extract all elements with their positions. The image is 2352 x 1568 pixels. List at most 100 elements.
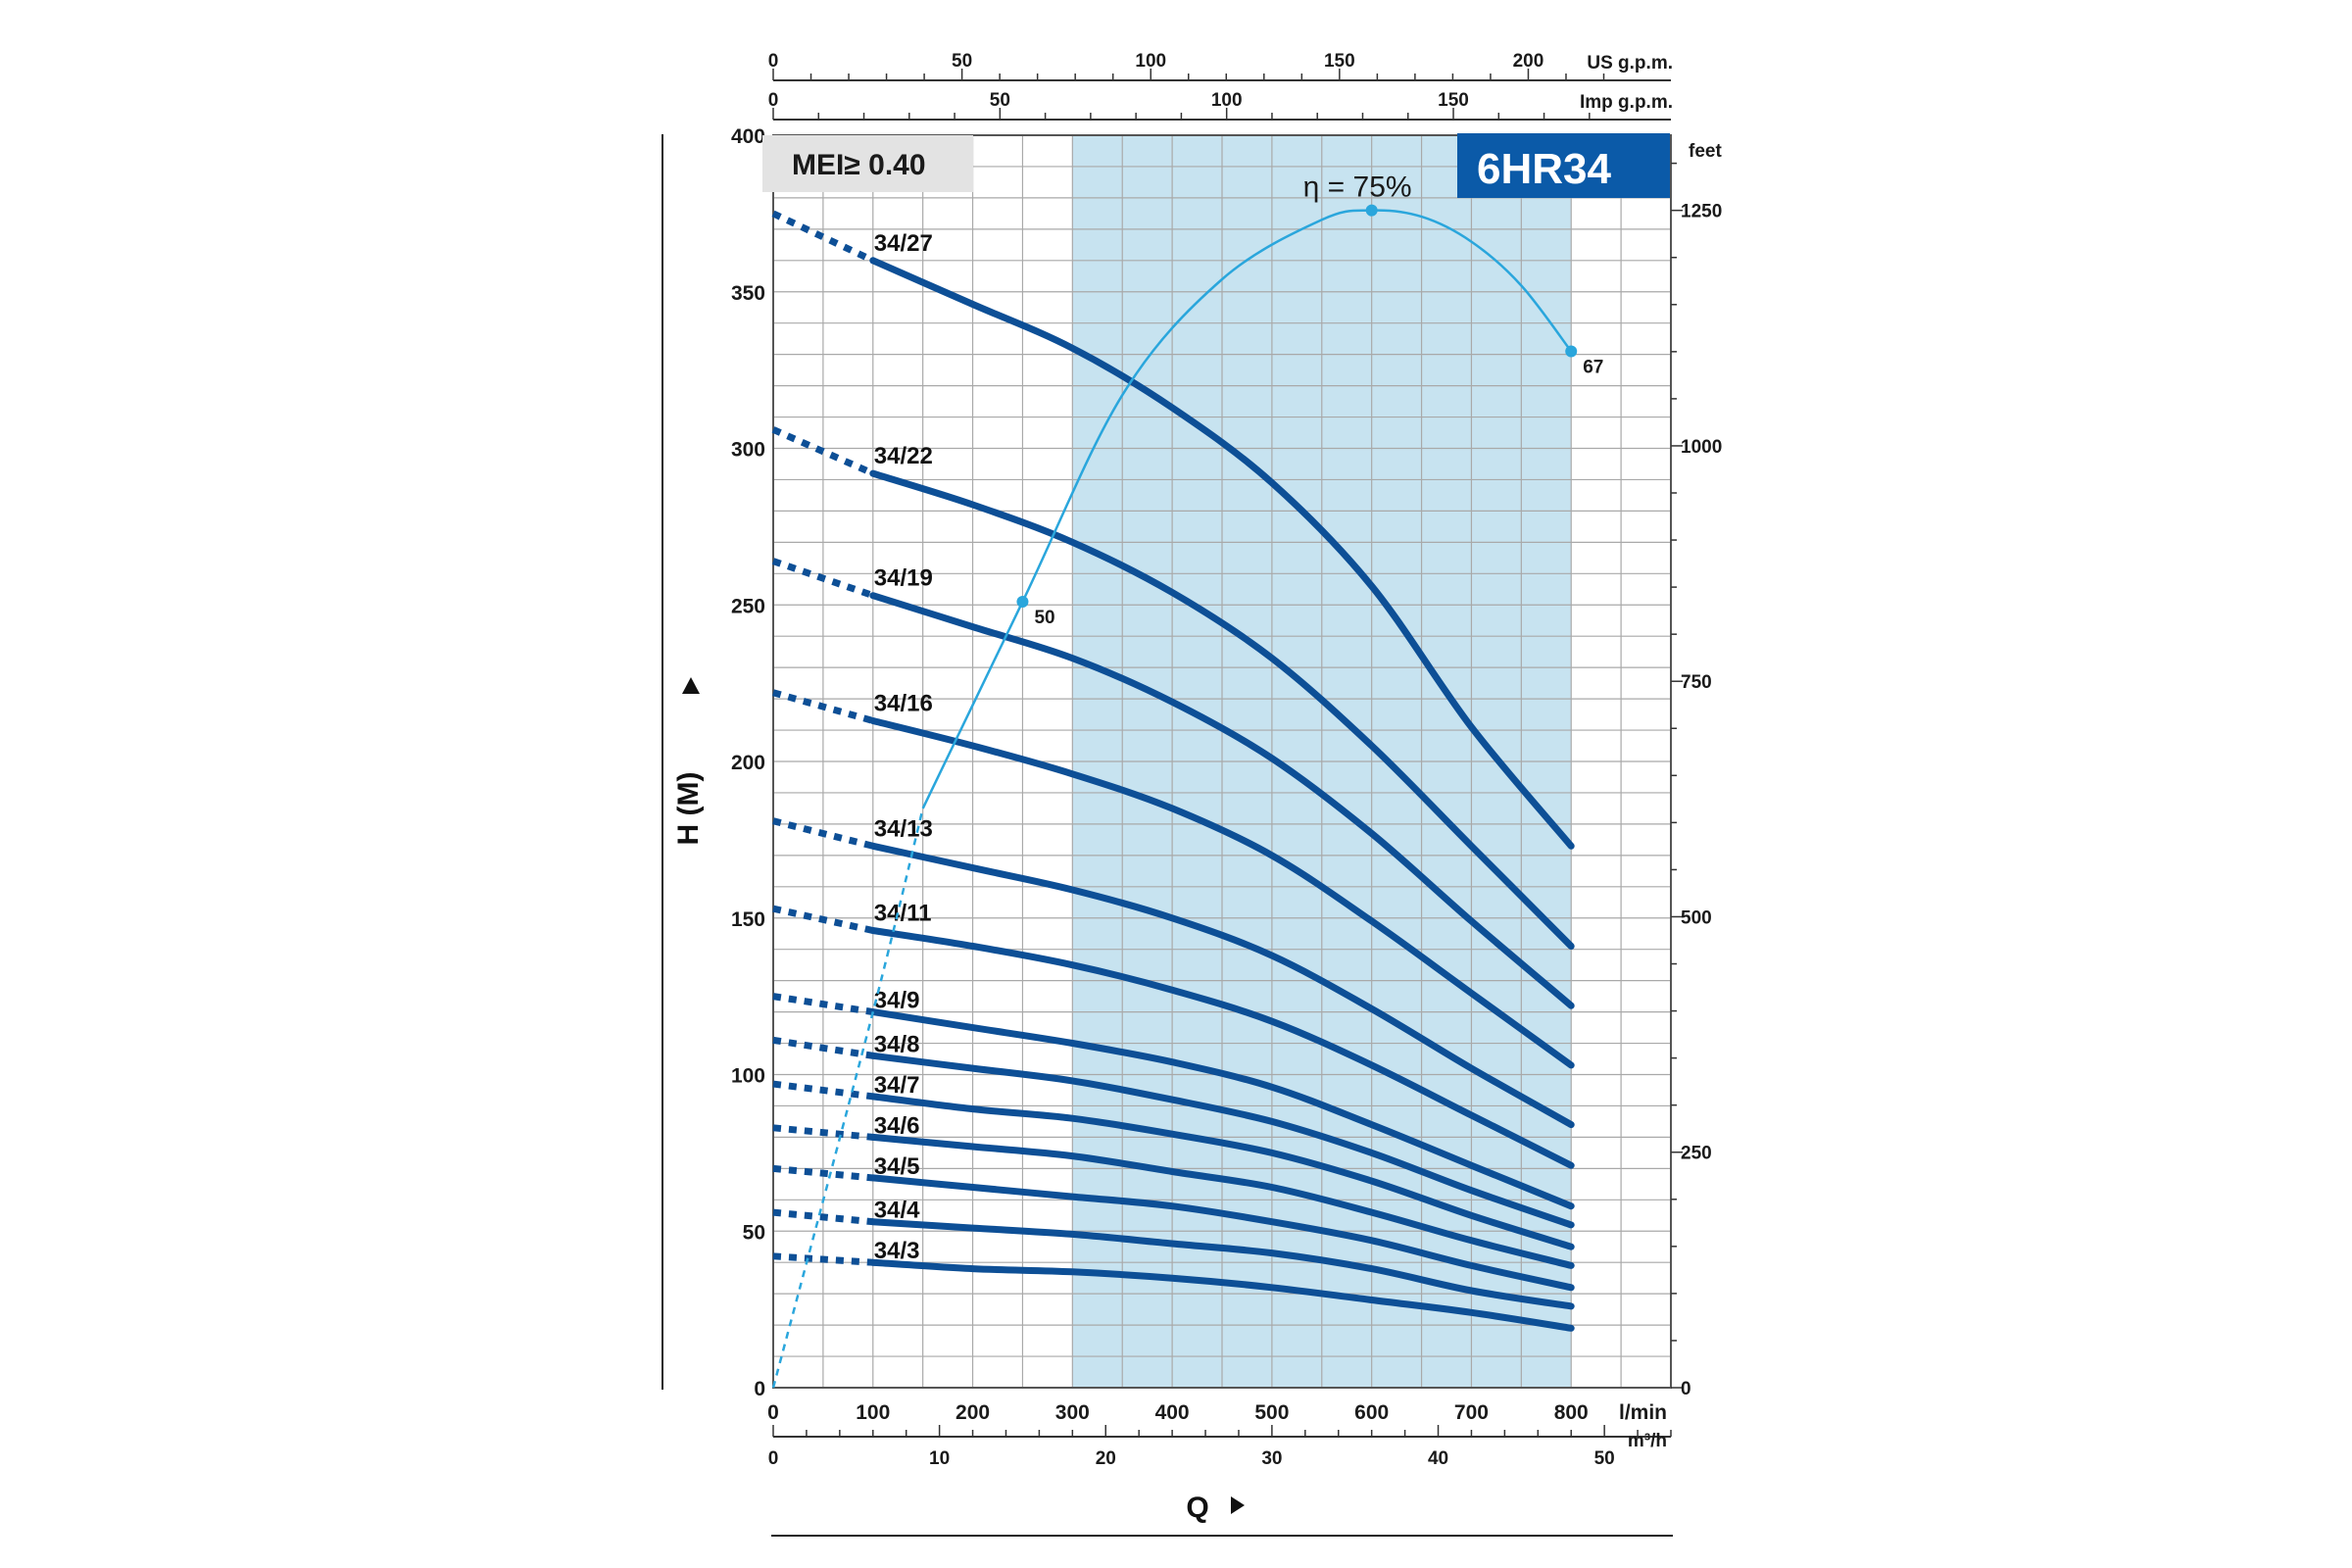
m3h-axis: 0 10 20 30 40 50 m³/h — [768, 1425, 1672, 1469]
y-axis: 0 50 100 150 200 250 300 350 400 — [731, 125, 765, 1400]
efficiency-point — [1365, 204, 1378, 217]
x-tick-label: 400 — [1155, 1401, 1190, 1424]
x-axis-unit: l/min — [1619, 1401, 1667, 1424]
y-tick-label: 400 — [731, 125, 765, 148]
x-tick-label: 500 — [1254, 1401, 1289, 1424]
model-badge: 6HR34 — [1457, 133, 1670, 198]
efficiency-point-label: 50 — [1034, 608, 1054, 628]
x-axis-title-text: Q — [1186, 1492, 1208, 1524]
head-curve-34-16 — [869, 717, 1575, 1069]
x-tick-label: 300 — [1055, 1401, 1090, 1424]
imp-gpm-tick-label: 100 — [1211, 90, 1243, 111]
series-label: 34/5 — [874, 1153, 920, 1180]
head-curve-dashed-34-27 — [771, 210, 875, 264]
head-curves: 34/27 34/22 34/19 34/16 34/13 34/11 34/9 34/8 34… — [771, 210, 1575, 1332]
series-label: 34/13 — [874, 815, 933, 842]
head-curve-dashed-34-9 — [772, 993, 874, 1016]
feet-tick-label: 250 — [1681, 1144, 1712, 1164]
y-tick-label: 200 — [731, 752, 765, 774]
y-tick-label: 300 — [731, 439, 765, 462]
x-axis-title: Q — [771, 1492, 1673, 1537]
x-tick-label: 700 — [1454, 1401, 1489, 1424]
model-badge-background — [1457, 133, 1670, 198]
series-label: 34/19 — [874, 565, 933, 592]
series-label: 34/27 — [874, 230, 933, 257]
efficiency-point — [1565, 345, 1578, 358]
efficiency-curve-line — [921, 209, 1573, 809]
feet-tick-label: 1000 — [1681, 437, 1722, 458]
head-curve-34-19 — [869, 592, 1575, 1009]
us-gpm-tick-label: 150 — [1324, 51, 1355, 72]
head-curve-dashed-34-7 — [772, 1080, 874, 1101]
head-curve-dashed-34-8 — [772, 1036, 874, 1059]
feet-tick-label: 500 — [1681, 907, 1712, 928]
head-curve-34-13 — [869, 842, 1575, 1129]
x-axis: 0 100 200 300 400 500 600 700 800 l/min — [767, 1401, 1667, 1424]
feet-axis: feet 0 250 500 750 1000 1250 — [1671, 141, 1722, 1399]
x-tick-label: 800 — [1554, 1401, 1589, 1424]
efficiency-curve: 50 67 η = 75% — [771, 172, 1603, 1389]
head-curve-34-4 — [869, 1218, 1575, 1310]
imp-gpm-tick-label: 0 — [768, 90, 779, 111]
m3h-axis-unit: m³/h — [1628, 1431, 1667, 1451]
feet-tick-label: 1250 — [1681, 202, 1722, 222]
head-curve-34-22 — [869, 469, 1575, 950]
m3h-tick-label: 0 — [768, 1448, 779, 1469]
m3h-tick-label: 50 — [1594, 1448, 1615, 1469]
series-label: 34/22 — [874, 443, 933, 469]
us-gpm-tick-label: 100 — [1135, 51, 1166, 72]
head-curve-34-3 — [869, 1258, 1575, 1332]
head-curve-34-5 — [869, 1174, 1575, 1292]
plot-frame — [772, 134, 1672, 1389]
y-axis-title: H (M) — [662, 134, 705, 1390]
y-tick-label: 150 — [731, 908, 765, 931]
top-axes: 0 50 100 150 200 US g.p.m. 0 50 100 150 Imp g.p.m. — [768, 51, 1673, 121]
x-tick-label: 600 — [1354, 1401, 1389, 1424]
us-gpm-tick-label: 200 — [1513, 51, 1544, 72]
head-curve-dashed-34-5 — [772, 1164, 874, 1182]
series-label: 34/4 — [874, 1198, 920, 1224]
y-tick-label: 50 — [743, 1221, 765, 1244]
head-curve-dashed-34-22 — [771, 426, 875, 477]
x-tick-label: 100 — [856, 1401, 890, 1424]
series-label: 34/9 — [874, 988, 920, 1014]
head-curve-34-6 — [869, 1133, 1575, 1269]
y-tick-label: 100 — [731, 1065, 765, 1088]
x-axis-arrow-icon — [1231, 1496, 1245, 1514]
feet-tick-label: 750 — [1681, 672, 1712, 693]
series-label: 34/16 — [874, 690, 933, 716]
head-curve-dashed-34-13 — [772, 817, 874, 850]
series-label: 34/7 — [874, 1072, 920, 1099]
x-tick-label: 0 — [767, 1401, 779, 1424]
efficiency-point-label: 67 — [1583, 357, 1603, 377]
feet-tick-label: 0 — [1681, 1379, 1691, 1399]
series-label: 34/3 — [874, 1238, 920, 1264]
m3h-tick-label: 30 — [1261, 1448, 1282, 1469]
efficiency-label: η = 75% — [1303, 172, 1412, 204]
y-axis-arrow-icon — [682, 677, 700, 694]
series-label: 34/6 — [874, 1112, 920, 1139]
m3h-tick-label: 40 — [1428, 1448, 1448, 1469]
us-gpm-tick-label: 50 — [952, 51, 972, 72]
mei-badge: MEI≥ 0.40 — [762, 135, 973, 192]
imp-gpm-tick-label: 150 — [1438, 90, 1469, 111]
head-curve-34-11 — [869, 927, 1575, 1169]
m3h-tick-label: 10 — [929, 1448, 950, 1469]
y-tick-label: 0 — [754, 1378, 765, 1400]
head-curve-34-9 — [869, 1008, 1575, 1210]
imp-gpm-tick-label: 50 — [990, 90, 1010, 111]
imp-gpm-axis-unit: Imp g.p.m. — [1580, 92, 1673, 113]
head-curve-dashed-34-6 — [772, 1124, 874, 1141]
y-tick-label: 250 — [731, 595, 765, 617]
us-gpm-tick-label: 0 — [768, 51, 779, 72]
efficiency-point — [1016, 596, 1029, 609]
mei-badge-background — [762, 135, 973, 192]
series-label: 34/11 — [874, 901, 932, 927]
head-curve-dashed-34-3 — [772, 1252, 873, 1266]
series-label: 34/8 — [874, 1031, 920, 1057]
us-gpm-axis-unit: US g.p.m. — [1587, 53, 1673, 74]
head-curve-dashed-34-4 — [772, 1208, 874, 1226]
y-tick-label: 350 — [731, 282, 765, 305]
feet-axis-unit: feet — [1689, 141, 1722, 162]
